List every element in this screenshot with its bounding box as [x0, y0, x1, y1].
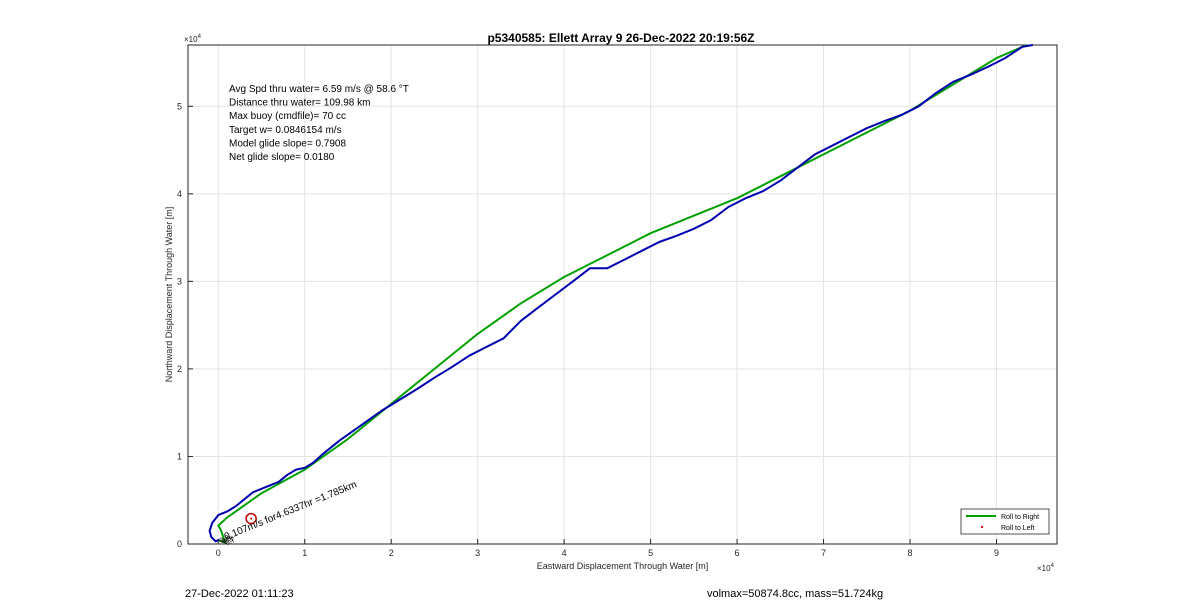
x-tick-label: 6	[735, 548, 740, 558]
series-track	[208, 44, 1033, 543]
y-axis: ×104 0 1 2 3 4 5	[177, 34, 202, 549]
y-tick-label: 0	[177, 539, 182, 549]
stats-line: Target w= 0.0846154 m/s	[229, 125, 342, 136]
legend-swatch-roll-left	[980, 525, 984, 529]
legend-box	[960, 508, 1050, 535]
y-tick-label: 2	[177, 364, 182, 374]
x-tick-label: 2	[389, 548, 394, 558]
series-roll-to-left-point	[250, 517, 253, 520]
legend: Roll to Right Roll to Left	[960, 508, 1050, 535]
current-label: 0.107m/s for4.6337hr =1.785km	[223, 479, 359, 542]
x-tick-label: 9	[994, 548, 999, 558]
stats-line: Avg Spd thru water= 6.59 m/s @ 58.6 °T	[229, 84, 409, 95]
start-label: 0.8	[219, 534, 231, 545]
series-layer	[208, 44, 1033, 544]
start-label: 0.7	[225, 537, 237, 548]
y-tick-label: 5	[177, 101, 182, 111]
plot-area	[187, 44, 1058, 545]
stats-line: Net glide slope= 0.0180	[229, 152, 335, 163]
x-tick-label: 0	[216, 548, 221, 558]
stats-line: Model glide slope= 0.7908	[229, 138, 346, 149]
footer-timestamp: 27-Dec-2022 01:11:23	[185, 588, 294, 600]
x-tick-label: 7	[821, 548, 826, 558]
x-tick-label: 1	[302, 548, 307, 558]
legend-label-roll-right: Roll to Right	[1001, 514, 1039, 521]
x-tick-label: 3	[475, 548, 480, 558]
chart-title: p5340585: Ellett Array 9 26-Dec-2022 20:…	[487, 31, 754, 45]
y-axis-multiplier: ×104	[184, 34, 202, 44]
x-axis-multiplier: ×104	[1037, 563, 1055, 573]
x-axis: ×104 0 1 2 3 4 5 6 7 8 9	[216, 539, 1055, 573]
x-axis-label: Eastward Displacement Through Water [m]	[537, 561, 709, 571]
annotations: 0.107m/s for4.6337hr =1.785km0.80.90.30.…	[219, 479, 359, 547]
y-tick-label: 3	[177, 276, 182, 286]
current-marker	[245, 512, 257, 525]
y-axis-label: Northward Displacement Through Water [m]	[164, 207, 174, 383]
x-tick-label: 4	[562, 548, 567, 558]
stats-line: Distance thru water= 109.98 km	[229, 98, 370, 109]
y-tick-label: 4	[177, 189, 182, 199]
x-tick-label: 5	[648, 548, 653, 558]
start-label: 0.3	[223, 536, 235, 547]
legend-label-roll-left: Roll to Left	[1001, 525, 1035, 532]
x-tick-label: 8	[907, 548, 912, 558]
start-label: 0.9	[221, 535, 233, 546]
series-roll-to-right	[217, 44, 1028, 544]
stats-box: Avg Spd thru water= 6.59 m/s @ 58.6 °T Di…	[229, 84, 409, 163]
footer-info: volmax=50874.8cc, mass=51.724kg	[707, 588, 884, 600]
stats-line: Max buoy (cmdfile)= 70 cc	[229, 111, 346, 122]
y-tick-label: 1	[177, 451, 182, 461]
